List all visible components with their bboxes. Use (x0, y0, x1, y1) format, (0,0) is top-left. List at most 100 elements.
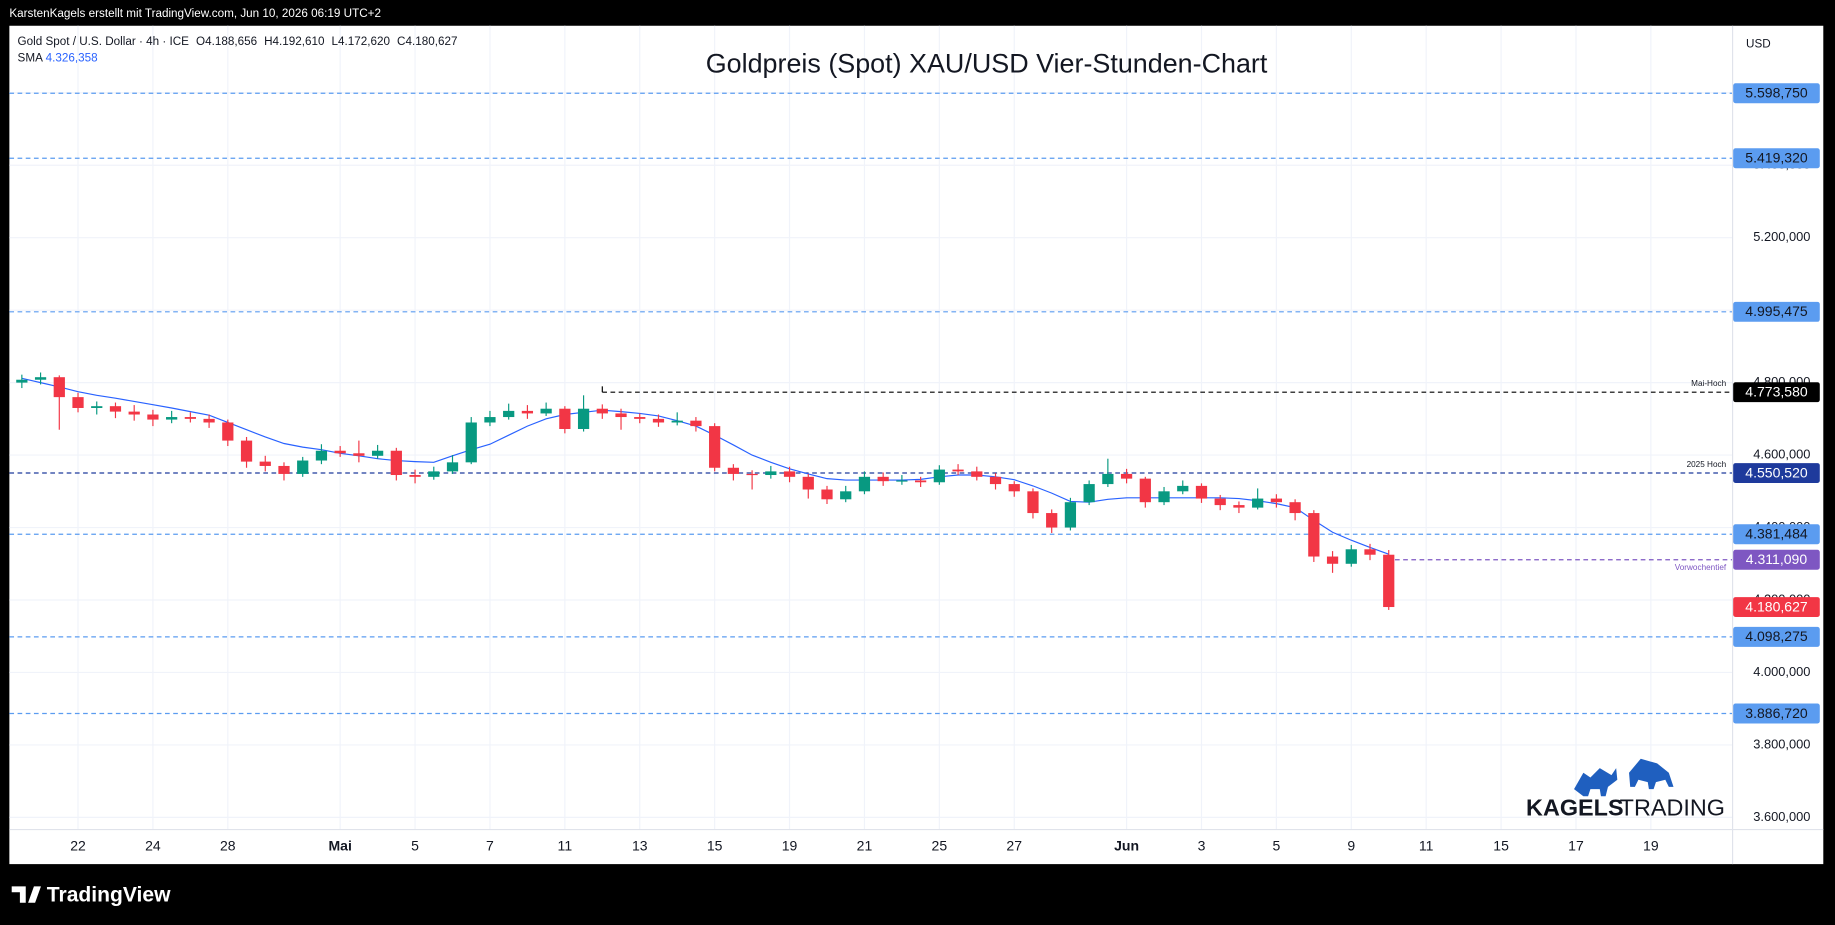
candle-body (1083, 484, 1095, 503)
y-tick-label: 3.600,000 (1753, 809, 1810, 824)
candle-body (765, 471, 777, 476)
y-tick-label: 3.800,000 (1753, 736, 1810, 751)
price-badge (1733, 597, 1820, 617)
x-tick-label: 19 (1643, 837, 1659, 853)
price-badge (1733, 463, 1820, 483)
candle-body (1139, 478, 1151, 503)
candle-body (353, 453, 365, 456)
y-tick-label: 4.600,000 (1753, 446, 1810, 461)
x-tick-label: Mai (328, 837, 351, 853)
candle-body (540, 408, 552, 414)
price-badge-label: 5.419,320 (1745, 150, 1808, 166)
x-tick-label: 25 (932, 837, 948, 853)
bear-icon (1629, 758, 1674, 790)
price-badge-label: 4.098,275 (1745, 628, 1808, 644)
candle-body (428, 471, 440, 477)
level-note: Vorwochentief (1675, 563, 1727, 572)
x-tick-label: 9 (1347, 837, 1355, 853)
candle-body (858, 476, 871, 492)
symbol: Gold Spot / U.S. Dollar · 4h · ICE (18, 35, 190, 48)
candle-body (615, 413, 627, 418)
price-badge-label: 4.180,627 (1745, 598, 1808, 614)
x-tick-label: 21 (857, 837, 873, 853)
candle-body (971, 471, 983, 477)
candle-body (877, 476, 889, 482)
chart-area (9, 25, 1824, 865)
level-note: Mai-Hoch (1691, 379, 1726, 388)
candle-body (1158, 491, 1170, 503)
candle-body (1046, 513, 1058, 528)
candle-body (1102, 473, 1114, 485)
level-note: 2025 Hoch (1687, 460, 1727, 469)
candle-body (1289, 502, 1301, 514)
x-tick-label: 15 (1493, 837, 1509, 853)
footer-logo (11, 886, 41, 903)
candle-body (783, 471, 796, 477)
candle-body (840, 491, 852, 500)
candle-body (503, 410, 515, 418)
candle-body (521, 410, 534, 414)
candle-body (634, 417, 646, 419)
candle-body (16, 379, 28, 383)
price-badge-label: 5.598,750 (1745, 85, 1808, 101)
x-tick-label: 5 (411, 837, 419, 853)
candle-body (297, 460, 309, 474)
candle-body (709, 426, 721, 468)
sma-name: SMA (18, 52, 44, 65)
candle-body (390, 450, 402, 476)
price-badge (1733, 148, 1820, 169)
x-tick-label: 27 (1006, 837, 1022, 853)
x-tick-label: Jun (1114, 837, 1139, 853)
candle-body (1008, 484, 1020, 492)
candle-body (577, 408, 590, 430)
candle-body (91, 406, 103, 408)
price-badge (1733, 703, 1820, 724)
price-badge-label: 4.550,520 (1745, 464, 1808, 480)
x-tick-label: 28 (220, 837, 236, 853)
price-badge (1733, 301, 1820, 322)
candle-body (802, 476, 814, 490)
x-tick-label: 19 (782, 837, 798, 853)
candle-body (1195, 485, 1208, 499)
price-badge-label: 3.886,720 (1745, 705, 1808, 721)
y-tick-label: 4.000,000 (1753, 664, 1810, 679)
candle-body (315, 450, 328, 461)
candle-body (128, 411, 140, 415)
candle-body (147, 414, 159, 420)
chart-title: Goldpreis (Spot) XAU/USD Vier-Stunden-Ch… (706, 49, 1268, 79)
price-badge (1733, 549, 1820, 570)
candle-body (484, 417, 496, 423)
x-tick-label: 17 (1568, 837, 1584, 853)
x-tick-label: 7 (486, 837, 494, 853)
x-tick-label: 3 (1198, 837, 1206, 853)
candle-body (1364, 549, 1376, 555)
brand-name: TRADING (1620, 794, 1725, 820)
candle-body (371, 450, 384, 456)
candle-body (1252, 498, 1264, 508)
candle-body (727, 467, 739, 474)
candle-body (1233, 505, 1245, 508)
price-badge (1733, 382, 1820, 403)
candle-body (240, 440, 253, 462)
candle-body (933, 469, 945, 483)
candle-body (821, 489, 833, 500)
price-badge-label: 4.381,484 (1745, 526, 1808, 542)
candle-body (1326, 556, 1339, 564)
price-badge (1733, 83, 1820, 104)
candle-body (1177, 485, 1189, 492)
candle-body (222, 422, 234, 441)
candle-body (53, 377, 65, 398)
candle-body (559, 408, 571, 430)
candle-body (184, 417, 196, 419)
candle-body (1345, 549, 1357, 564)
candle-body (1120, 473, 1133, 479)
candle-body (596, 408, 608, 414)
candle-body (34, 377, 47, 380)
candle-body (259, 461, 271, 466)
bull-icon (1574, 768, 1618, 797)
ohlc-value: C4.180,627 (397, 35, 457, 48)
candle-body (915, 480, 927, 483)
x-tick-label: 15 (707, 837, 723, 853)
sma-value: 4.326,358 (46, 52, 98, 65)
candle-body (446, 462, 459, 472)
